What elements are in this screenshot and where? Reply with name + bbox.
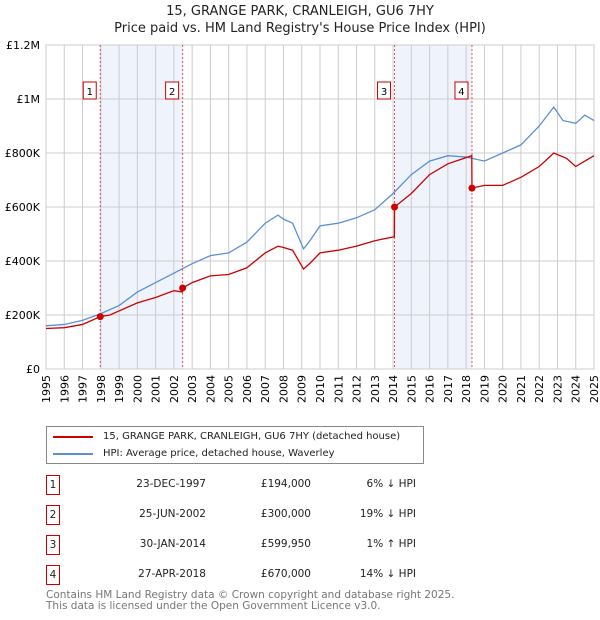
sale-row: 3 30-JAN-2014 £599,950 1% ↑ HPI (46, 535, 446, 555)
sale-marker-box (82, 81, 97, 100)
x-tick-label: 2003 (186, 375, 199, 403)
y-tick-label: £400K (5, 255, 41, 268)
x-tick-label: 2012 (351, 375, 364, 403)
y-tick-label: £800K (5, 147, 41, 160)
x-tick-label: 2014 (387, 375, 400, 403)
sale-marker-box (454, 81, 469, 100)
sale-hpi-diff: 6% ↓ HPI (366, 478, 416, 490)
x-tick-label: 2011 (332, 375, 345, 403)
sale-date: 25-JUN-2002 (139, 508, 206, 520)
footer-line: Contains HM Land Registry data © Crown c… (46, 589, 455, 601)
sale-price: £599,950 (260, 538, 311, 550)
x-tick-label: 2021 (515, 375, 528, 403)
sale-point (391, 203, 399, 211)
chart-subtitle: Price paid vs. HM Land Registry's House … (114, 21, 486, 36)
y-tick-label: £1.2M (6, 39, 40, 52)
sale-point (468, 184, 476, 192)
sale-date: 30-JAN-2014 (139, 538, 206, 550)
legend-item-hpi: HPI: Average price, detached house, Wave… (53, 448, 335, 459)
plot-area: 1995 1996 1997 1998 1999 2000 2001 2002 2003 2004… (5, 39, 600, 403)
plot-frame (45, 44, 595, 370)
sale-date: 27-APR-2018 (138, 568, 206, 580)
sale-marker-label: 1 (87, 87, 93, 98)
hpi-line (45, 105, 595, 327)
sale-point (96, 313, 104, 321)
sale-row: 4 27-APR-2018 £670,000 14% ↓ HPI (46, 565, 446, 585)
legend: 15, GRANGE PARK, CRANLEIGH, GU6 7HY (det… (46, 426, 424, 464)
x-tick-label: 1998 (95, 375, 108, 403)
y-tick-label: £200K (5, 309, 41, 322)
x-tick-label: 2022 (533, 375, 546, 403)
x-tick-label: 2018 (460, 375, 473, 403)
footer: Contains HM Land Registry data © Crown c… (46, 590, 454, 612)
x-tick-label: 2008 (277, 375, 290, 403)
x-tick-label: 2001 (150, 375, 163, 403)
x-tick-label: 2006 (241, 375, 254, 403)
x-tick-label: 2023 (551, 375, 564, 403)
sale-hpi-diff: 14% ↓ HPI (359, 568, 416, 580)
y-tick-label: £1M (17, 93, 41, 106)
sale-marker-label: 4 (458, 87, 464, 98)
sale-price: £670,000 (260, 568, 311, 580)
x-tick-label: 1997 (77, 375, 90, 403)
x-tick-label: 2016 (424, 375, 437, 403)
sale-price: £194,000 (260, 478, 311, 490)
sale-marker: 4 (46, 565, 60, 585)
legend-swatch-red (53, 435, 93, 438)
y-tick-label: £0 (26, 363, 40, 376)
footer-line: This data is licensed under the Open Gov… (46, 600, 381, 612)
x-tick-label: 2004 (204, 375, 217, 403)
sale-marker: 3 (46, 535, 60, 555)
x-tick-label: 2025 (588, 375, 600, 403)
x-tick-label: 2019 (478, 375, 491, 403)
x-tick-label: 2000 (131, 375, 144, 403)
x-tick-label: 2009 (296, 375, 309, 403)
sale-marker-box (165, 81, 180, 100)
sale-hpi-diff: 19% ↓ HPI (359, 508, 416, 520)
legend-item-property: 15, GRANGE PARK, CRANLEIGH, GU6 7HY (det… (53, 431, 400, 442)
x-tick-label: 2002 (168, 375, 181, 403)
x-tick-label: 1999 (113, 375, 126, 403)
sale-point (179, 284, 187, 292)
x-tick-label: 2020 (497, 375, 510, 403)
sale-marker-label: 2 (169, 87, 175, 98)
sale-marker-label: 3 (381, 87, 387, 98)
y-tick-label: £600K (5, 201, 41, 214)
x-tick-label: 2013 (369, 375, 382, 403)
legend-swatch-blue (53, 452, 93, 455)
legend-label: 15, GRANGE PARK, CRANLEIGH, GU6 7HY (det… (103, 431, 401, 442)
sale-marker: 1 (46, 475, 60, 495)
sale-row: 1 23-DEC-1997 £194,000 6% ↓ HPI (46, 475, 446, 495)
legend-label: HPI: Average price, detached house, Wave… (103, 448, 335, 459)
sale-price: £300,000 (260, 508, 311, 520)
sale-marker-box (377, 81, 392, 100)
x-tick-label: 2010 (314, 375, 327, 403)
x-tick-label: 2015 (405, 375, 418, 403)
sale-hpi-diff: 1% ↑ HPI (366, 538, 416, 550)
x-tick-label: 2024 (570, 375, 583, 403)
x-tick-label: 1995 (40, 375, 53, 403)
x-tick-label: 2017 (442, 375, 455, 403)
sale-date: 23-DEC-1997 (136, 478, 206, 490)
chart-title: 15, GRANGE PARK, CRANLEIGH, GU6 7HY (166, 4, 434, 19)
property-price-line (45, 152, 595, 330)
sale-row: 2 25-JUN-2002 £300,000 19% ↓ HPI (46, 505, 446, 525)
x-tick-label: 2005 (223, 375, 236, 403)
x-tick-label: 1996 (58, 375, 71, 403)
sale-marker: 2 (46, 505, 60, 525)
x-tick-label: 2007 (259, 375, 272, 403)
